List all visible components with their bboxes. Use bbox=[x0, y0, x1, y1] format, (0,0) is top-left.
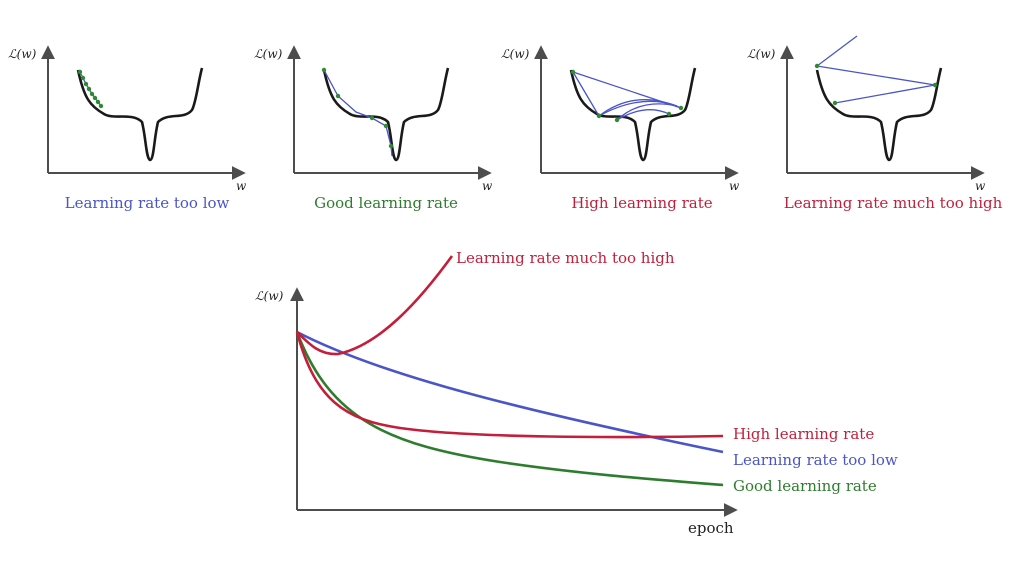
panel-too-low: ℒ(w) w bbox=[8, 45, 247, 193]
series-label-high: High learning rate bbox=[733, 425, 874, 443]
panel-high: ℒ(w) w bbox=[501, 45, 740, 193]
series-label-too-low: Learning rate too low bbox=[733, 451, 898, 469]
y-axis-label: ℒ(w) bbox=[255, 289, 284, 303]
loss-curve bbox=[815, 66, 943, 162]
y-axis-label: ℒ(w) bbox=[8, 47, 37, 61]
y-axis-label: ℒ(w) bbox=[254, 47, 283, 61]
gd-steps bbox=[323, 69, 393, 157]
caption-too-low: Learning rate too low bbox=[65, 194, 230, 212]
loss-curve bbox=[569, 66, 697, 162]
gd-steps bbox=[816, 35, 936, 104]
x-axis-label: w bbox=[236, 179, 247, 193]
series-label-much-too-high: Learning rate much too high bbox=[456, 249, 675, 267]
caption-good: Good learning rate bbox=[314, 194, 458, 212]
loss-vs-epoch-plot: ℒ(w) epoch Learning rate much too high H… bbox=[255, 249, 898, 537]
x-axis-label: w bbox=[729, 179, 740, 193]
gd-points bbox=[77, 69, 104, 109]
gd-points bbox=[814, 63, 938, 106]
panel-much-too-high: ℒ(w) w bbox=[747, 35, 986, 193]
x-axis-label: w bbox=[975, 179, 986, 193]
series-line-much-too-high bbox=[296, 255, 454, 356]
y-axis-label: ℒ(w) bbox=[747, 47, 776, 61]
panel-good: ℒ(w) w bbox=[254, 45, 493, 193]
series-line-good bbox=[295, 331, 724, 487]
y-axis-label: ℒ(w) bbox=[501, 47, 530, 61]
caption-high: High learning rate bbox=[571, 194, 712, 212]
series-line-too-low bbox=[296, 330, 724, 454]
gd-points bbox=[570, 69, 684, 123]
loss-curve bbox=[322, 66, 450, 162]
x-axis-label: epoch bbox=[688, 519, 734, 537]
caption-much-too-high: Learning rate much too high bbox=[784, 194, 1003, 212]
series-line-high bbox=[295, 331, 724, 439]
series-label-good: Good learning rate bbox=[733, 477, 877, 495]
loss-curve bbox=[76, 66, 204, 162]
gd-points bbox=[321, 67, 394, 149]
x-axis-label: w bbox=[482, 179, 493, 193]
gd-steps bbox=[572, 71, 682, 121]
